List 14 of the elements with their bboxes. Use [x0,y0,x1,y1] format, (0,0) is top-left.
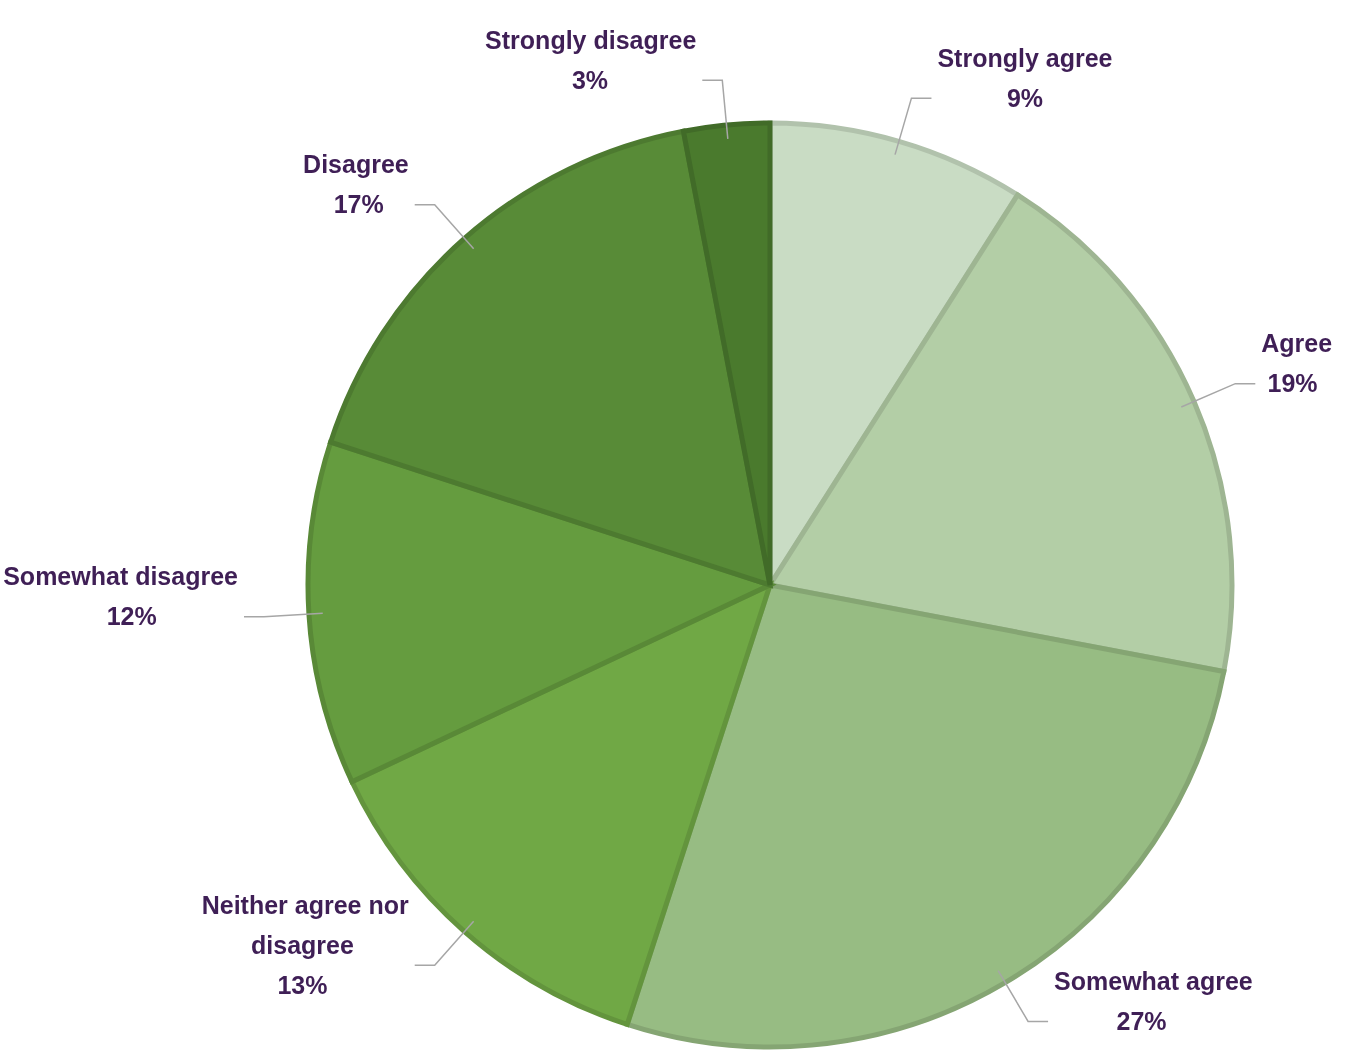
slice-label: Somewhat agree [1054,967,1253,996]
slice-label: Somewhat disagree [3,562,239,591]
slice-label: Agree [1261,329,1333,358]
data-label: 9% [1006,83,1044,112]
data-label: 13% [277,970,328,999]
slice-label: Neither agree nor disagree [201,890,409,959]
data-label: 12% [106,602,157,631]
data-label: 17% [333,190,384,219]
slice-label: Disagree [303,150,409,179]
data-label: 27% [1116,1007,1167,1036]
data-label: 3% [571,65,609,94]
data-label: 19% [1267,369,1318,398]
slice-label: Strongly agree [937,43,1113,72]
slice-label: Strongly disagree [485,25,697,54]
